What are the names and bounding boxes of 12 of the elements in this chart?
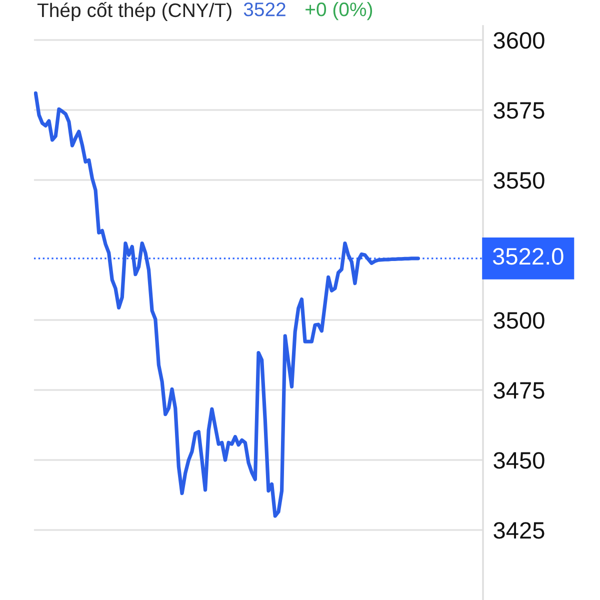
y-tick-label: 3450: [494, 452, 544, 469]
y-tick-label: 3475: [494, 382, 544, 399]
line-series: [34, 91, 420, 518]
text: 3522: [244, 2, 286, 16]
chart-title: Thép cốt thép (CNY/T): [37, 2, 232, 21]
y-tick-label: 3600: [494, 32, 544, 49]
y-tick-label: 3500: [494, 312, 544, 329]
text: +0 (0%): [306, 2, 372, 20]
y-tick-label: 3425: [494, 522, 544, 539]
ref-line-label: 3522.0: [492, 248, 564, 265]
y-tick-label: 3550: [494, 172, 544, 189]
y-tick-label: 3575: [494, 102, 544, 119]
